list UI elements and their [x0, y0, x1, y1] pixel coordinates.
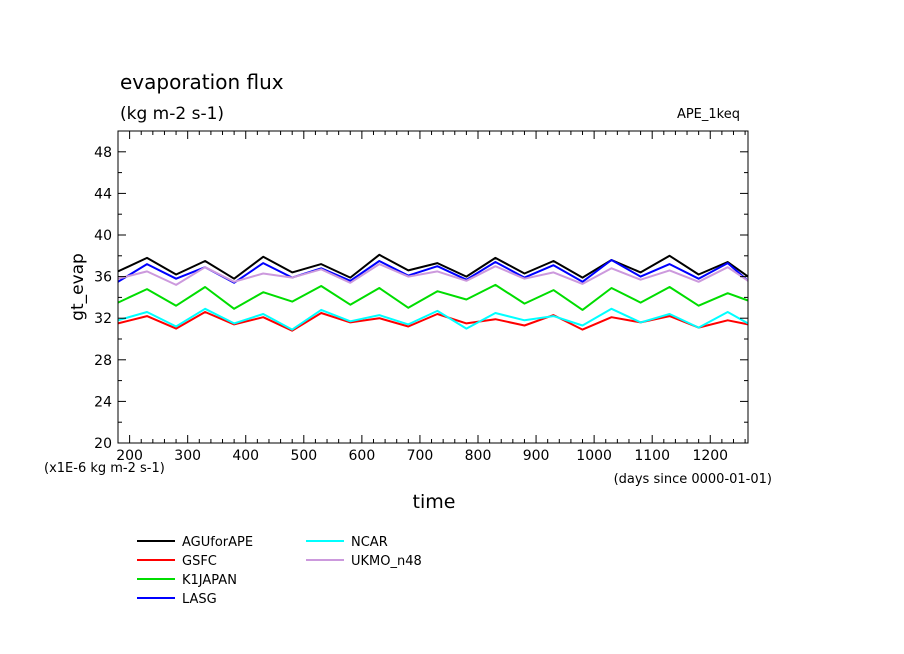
x-tick-label: 700: [407, 448, 434, 464]
series-line-NCAR: [117, 307, 749, 331]
legend-label-UKMO_n48: UKMO_n48: [351, 554, 422, 569]
legend-label-AGUforAPE: AGUforAPE: [182, 535, 253, 550]
x-tick-label: 500: [290, 448, 317, 464]
series-line-AGUforAPE: [117, 253, 749, 280]
legend-label-LASG: LASG: [182, 592, 217, 607]
legend-label-GSFC: GSFC: [182, 554, 217, 569]
legend-label-NCAR: NCAR: [351, 535, 388, 550]
y-tick-label: 48: [94, 145, 112, 161]
y-axis-label: gt_evap: [68, 253, 88, 321]
x-axis-label: time: [413, 491, 456, 513]
x-tick-label: 300: [174, 448, 201, 464]
x-tick-label: 1000: [576, 448, 612, 464]
legend: AGUforAPE GSFC K1JAPAN LASG NCAR UKMO_n48: [137, 535, 422, 607]
y-tick-label: 40: [94, 228, 112, 244]
x-tick-label: 400: [232, 448, 259, 464]
x-unit-note: (days since 0000-01-01): [614, 472, 772, 487]
x-tick-label: 800: [465, 448, 492, 464]
x-tick-label: 900: [523, 448, 550, 464]
y-tick-label: 36: [94, 270, 112, 286]
series-line-GSFC: [117, 311, 749, 332]
plot-frame: [117, 130, 749, 444]
legend-label-K1JAPAN: K1JAPAN: [182, 573, 237, 588]
y-tick-label: 20: [94, 436, 112, 452]
chart-title: evaporation flux: [120, 70, 284, 94]
x-tick-label: 1200: [692, 448, 728, 464]
y-tick-label: 44: [94, 186, 112, 202]
y-tick-label: 28: [94, 353, 112, 369]
y-tick-label: 24: [94, 394, 112, 410]
x-tick-label: 200: [116, 448, 143, 464]
x-tick-label: 600: [349, 448, 376, 464]
chart-subtitle: (kg m-2 s-1): [120, 104, 224, 124]
y-unit-note: (x1E-6 kg m-2 s-1): [44, 461, 165, 476]
axes-layer: 200 300 400 500 600 700 800 900 1000 1100 1200 20 24…: [94, 130, 749, 464]
series-line-K1JAPAN: [117, 283, 749, 311]
y-tick-label: 32: [94, 311, 112, 327]
series-line-UKMO_n48: [117, 263, 749, 286]
series-layer: [117, 253, 749, 332]
x-tick-label: 1100: [634, 448, 670, 464]
experiment-label: APE_1keq: [677, 107, 740, 122]
